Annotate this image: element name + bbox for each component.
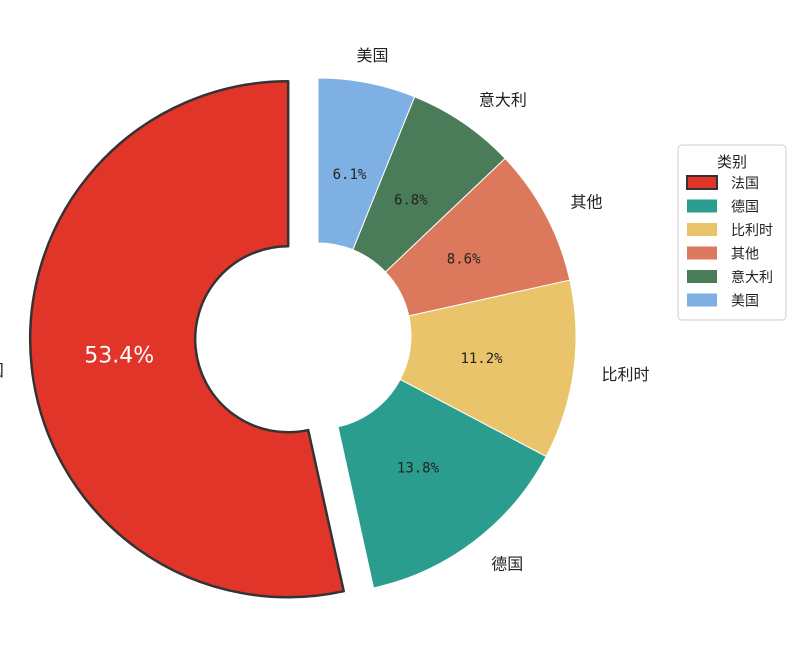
category-label-5: 美国 bbox=[357, 46, 389, 65]
legend-label-3: 其他 bbox=[731, 247, 759, 263]
pie-slice-5 bbox=[317, 77, 416, 251]
legend-label-4: 意大利 bbox=[731, 269, 773, 286]
legend-swatch-3 bbox=[687, 246, 717, 260]
percentage-label-2: 11.2% bbox=[460, 351, 503, 367]
pie-slice-0 bbox=[28, 79, 345, 599]
legend-label-0: 法国 bbox=[731, 176, 759, 192]
legend-title: 类别 bbox=[717, 153, 747, 171]
percentage-label-3: 8.6% bbox=[447, 251, 481, 267]
legend-label-1: 德国 bbox=[731, 200, 759, 216]
legend-swatch-1 bbox=[687, 199, 717, 213]
category-label-0: 法国 bbox=[0, 361, 4, 380]
category-label-3: 其他 bbox=[570, 193, 602, 212]
percentage-label-5: 6.1% bbox=[333, 167, 367, 183]
pie-slice-2 bbox=[399, 279, 577, 457]
percentage-label-1: 13.8% bbox=[397, 460, 440, 476]
legend-label-2: 比利时 bbox=[731, 223, 773, 239]
category-label-4: 意大利 bbox=[479, 91, 527, 110]
percentage-label-4: 6.8% bbox=[394, 193, 428, 209]
legend-swatch-2 bbox=[687, 223, 717, 236]
category-label-2: 比利时 bbox=[601, 365, 649, 384]
percentage-label-0: 53.4% bbox=[84, 344, 154, 369]
percentage-labels: 53.4% 13.8% 11.2% 8.6% 6.8% 6.1% bbox=[84, 167, 503, 476]
pie-slice-1 bbox=[337, 378, 547, 589]
category-label-1: 德国 bbox=[491, 555, 523, 574]
legend-swatch-4 bbox=[687, 270, 717, 283]
legend-label-5: 美国 bbox=[731, 294, 759, 310]
legend-swatch-0 bbox=[686, 175, 718, 190]
legend-swatch-5 bbox=[687, 293, 717, 307]
pie-slices bbox=[28, 77, 577, 599]
